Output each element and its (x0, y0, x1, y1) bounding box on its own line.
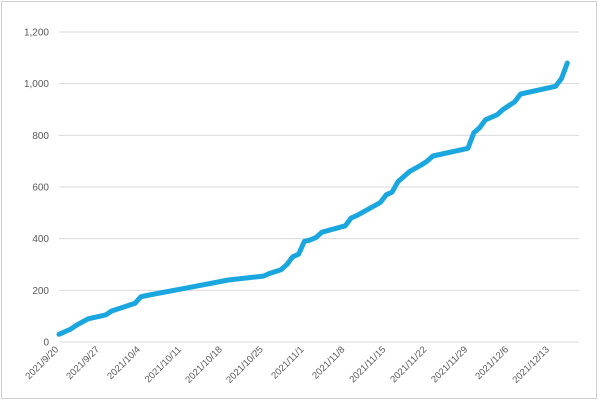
y-tick-label: 600 (32, 183, 49, 194)
x-tick-label: 2021/11/1 (269, 344, 306, 381)
x-tick-label: 2021/12/13 (511, 344, 552, 385)
x-tick-label: 2021/11/15 (347, 344, 388, 385)
x-tick-label: 2021/9/27 (64, 344, 102, 382)
chart-frame: 0 200 400 600 800 1,000 1,200 2021/9/20 2021/9/… (1, 1, 597, 399)
x-tick-label: 2021/10/11 (143, 344, 184, 385)
x-tick-label: 2021/11/8 (310, 344, 347, 381)
series-line (56, 60, 570, 337)
x-tick-label: 2021/10/4 (105, 344, 143, 382)
x-tick-label: 2021/10/25 (224, 344, 265, 385)
x-tick-label: 2021/12/6 (473, 344, 511, 382)
gridlines (59, 31, 579, 343)
y-tick-label: 800 (32, 131, 49, 142)
x-tick-label: 2021/9/20 (23, 344, 61, 382)
x-tick-label: 2021/11/29 (429, 344, 470, 385)
y-axis-tick-labels: 0 200 400 600 800 1,000 1,200 (24, 28, 49, 349)
y-tick-label: 1,000 (24, 79, 49, 90)
y-tick-label: 400 (32, 234, 49, 245)
line-chart: 0 200 400 600 800 1,000 1,200 2021/9/20 2021/9/… (23, 28, 579, 386)
x-tick-label: 2021/11/22 (388, 344, 429, 385)
y-tick-label: 0 (43, 338, 49, 349)
x-axis-tick-labels: 2021/9/20 2021/9/27 2021/10/4 2021/10/11 202… (23, 344, 551, 385)
x-tick-label: 2021/10/18 (183, 344, 224, 385)
y-tick-label: 1,200 (24, 28, 49, 39)
y-tick-label: 200 (32, 286, 49, 297)
